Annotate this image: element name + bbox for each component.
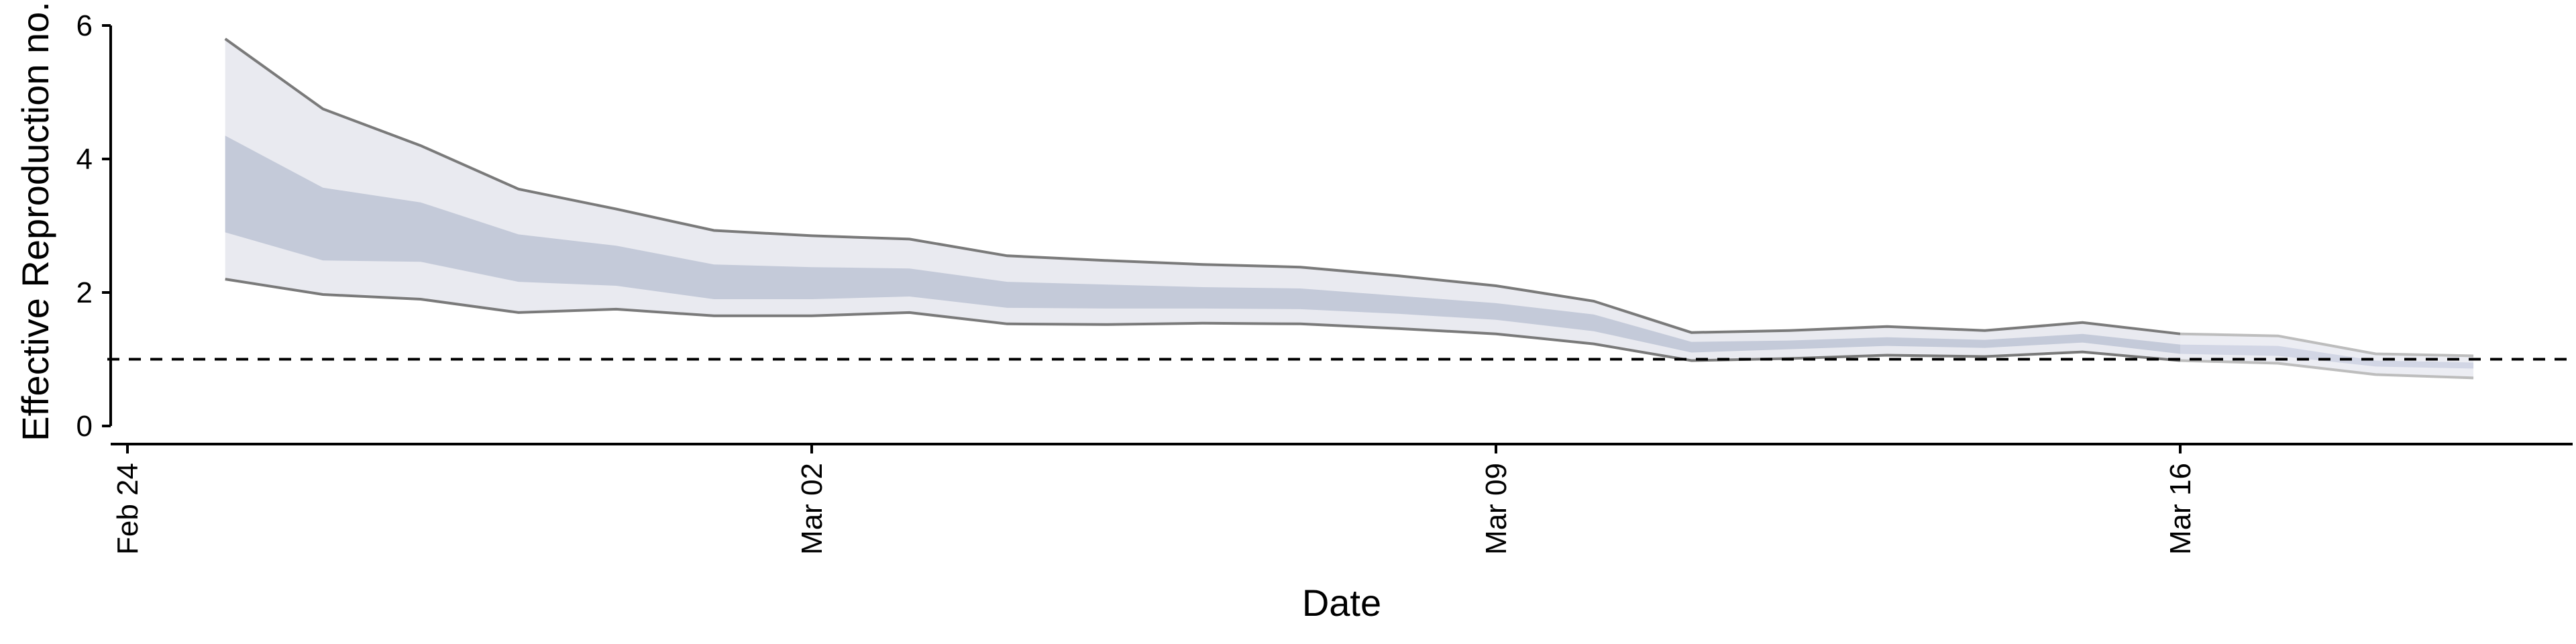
y-tick-label: 0 xyxy=(76,410,93,443)
lower-bound-line xyxy=(225,278,2181,362)
lower-bound-line-recent xyxy=(2180,359,2474,380)
upper-bound-line-recent xyxy=(2180,332,2474,358)
x-tick-label: Mar 09 xyxy=(1480,463,1513,555)
y-tick-label: 6 xyxy=(76,9,93,42)
x-tick-label: Mar 16 xyxy=(2164,463,2197,555)
y-tick-label: 2 xyxy=(76,276,93,309)
x-tick-label: Mar 02 xyxy=(796,463,828,555)
x-axis-title: Date xyxy=(1302,582,1381,624)
y-axis-title: Effective Reproduction no. xyxy=(14,1,56,441)
upper-bound-line xyxy=(224,38,2181,335)
x-tick-label: Feb 24 xyxy=(111,463,144,555)
y-tick-label: 4 xyxy=(76,143,93,176)
inner-interval-band-recent xyxy=(2180,344,2474,369)
